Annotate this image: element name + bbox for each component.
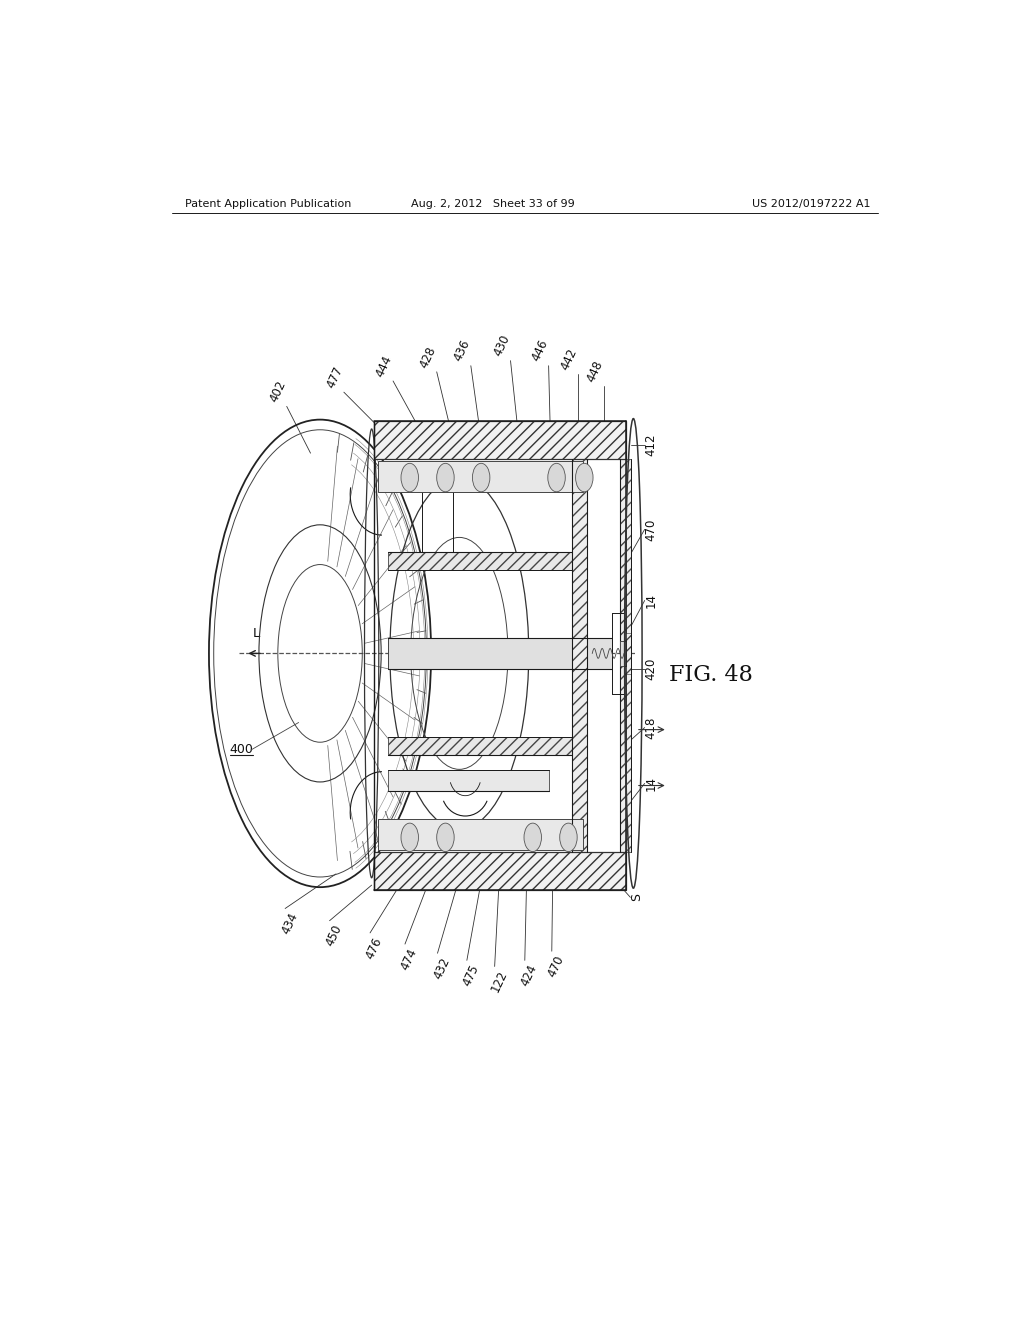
Text: 477: 477	[325, 364, 345, 391]
Text: 428: 428	[417, 345, 438, 370]
Text: Patent Application Publication: Patent Application Publication	[185, 199, 351, 209]
Text: 14: 14	[644, 776, 657, 791]
Ellipse shape	[436, 824, 455, 851]
Text: 450: 450	[324, 923, 344, 949]
Ellipse shape	[472, 463, 489, 492]
Text: 475: 475	[461, 962, 481, 989]
Text: 430: 430	[490, 333, 512, 359]
Text: 418: 418	[644, 717, 657, 739]
Bar	[388, 552, 572, 570]
Text: 442: 442	[558, 346, 580, 372]
Text: 400: 400	[229, 743, 253, 756]
Ellipse shape	[436, 463, 455, 492]
Text: 402: 402	[267, 379, 289, 404]
Text: FIG. 48: FIG. 48	[670, 664, 754, 685]
Bar	[388, 638, 612, 669]
Bar	[378, 461, 583, 492]
Bar	[388, 771, 549, 791]
Bar	[627, 673, 631, 851]
Text: 474: 474	[398, 946, 420, 972]
Text: 444: 444	[374, 354, 394, 379]
Bar	[621, 459, 631, 851]
Ellipse shape	[401, 824, 419, 851]
Text: US 2012/0197222 A1: US 2012/0197222 A1	[752, 199, 870, 209]
Text: 424: 424	[518, 962, 540, 989]
Bar	[627, 459, 631, 634]
Bar	[388, 737, 572, 755]
Text: 122: 122	[488, 969, 510, 994]
Ellipse shape	[560, 824, 578, 851]
Text: 470: 470	[546, 953, 566, 979]
Text: L: L	[253, 627, 260, 640]
Text: 434: 434	[279, 911, 300, 936]
Text: 412: 412	[644, 434, 657, 457]
Ellipse shape	[575, 463, 593, 492]
Ellipse shape	[401, 463, 419, 492]
Text: 14: 14	[644, 593, 657, 609]
Bar	[378, 818, 583, 850]
Text: 432: 432	[431, 956, 453, 981]
Ellipse shape	[524, 824, 542, 851]
Text: 420: 420	[644, 657, 657, 680]
Text: S: S	[630, 894, 643, 902]
Text: 446: 446	[529, 338, 550, 364]
Text: 448: 448	[585, 358, 606, 384]
Ellipse shape	[548, 463, 565, 492]
Text: Aug. 2, 2012   Sheet 33 of 99: Aug. 2, 2012 Sheet 33 of 99	[412, 199, 574, 209]
Text: 436: 436	[452, 338, 472, 364]
Text: 470: 470	[644, 519, 657, 541]
Bar	[572, 459, 587, 851]
Bar	[374, 421, 627, 459]
Text: 476: 476	[364, 935, 385, 961]
Bar	[621, 642, 627, 665]
Bar	[374, 851, 627, 890]
